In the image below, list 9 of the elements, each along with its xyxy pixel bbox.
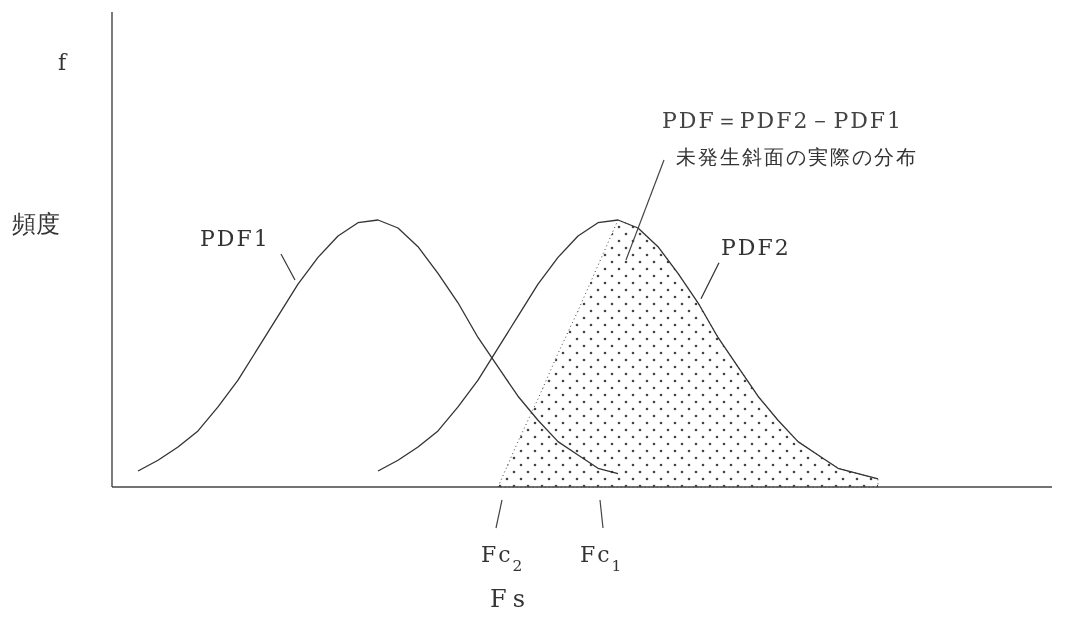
y-axis-title: 頻度 bbox=[12, 210, 60, 238]
series-label: PDF2 bbox=[721, 234, 791, 260]
series-label: PDF1 bbox=[200, 226, 270, 252]
x-axis-title: Fs bbox=[490, 585, 531, 613]
text: 未発生斜面の実際の分布 bbox=[676, 145, 918, 169]
text: PDF＝PDF2－PDF1 bbox=[662, 108, 904, 133]
text: Fc$_{2}$ bbox=[481, 542, 525, 575]
text: Fc$_{1}$ bbox=[580, 542, 624, 575]
text: f bbox=[58, 50, 69, 75]
